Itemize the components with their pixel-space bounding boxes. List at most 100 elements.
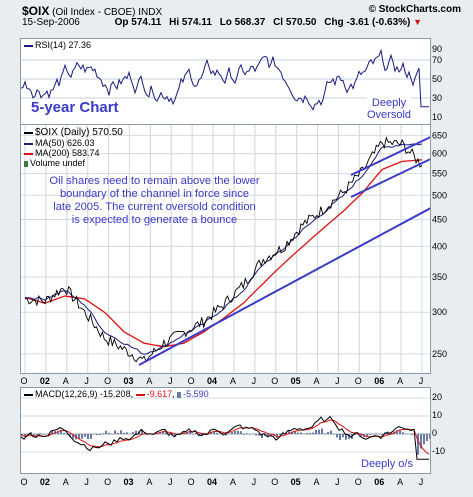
x-tick-label: A <box>397 376 403 386</box>
volume-label: Volume undef <box>24 158 123 168</box>
x-tick-label: O <box>104 477 111 487</box>
rsi-tick-10: 10 <box>432 112 442 122</box>
macd-panel: MACD(12,26,9) -15.208, -9.617, -5.590 De… <box>20 387 431 474</box>
brand: © StockCharts.com <box>368 4 461 15</box>
header-quote-line: 15-Sep-2006 Op 574.11 Hi 574.11 Lo 568.3… <box>22 17 422 28</box>
x-tick-label: 05 <box>291 376 301 386</box>
quote-date: 15-Sep-2006 <box>22 17 80 28</box>
macd-tick-10: 10 <box>432 410 442 420</box>
quote-low: Lo 568.37 <box>219 17 266 28</box>
rsi-tick-50: 50 <box>432 74 442 84</box>
rsi-panel: RSI(14) 27.36 5-year Chart Deeply Overso… <box>20 38 431 126</box>
macd-tick-0: 0 <box>432 428 437 438</box>
rsi-annotation-line2: Oversold <box>367 109 412 121</box>
price-tick-650: 650 <box>432 130 447 140</box>
price-series-label: $OIX (Daily) 570.50 <box>24 127 123 138</box>
x-tick-label: J <box>419 376 424 386</box>
x-tick-label: A <box>63 376 69 386</box>
x-tick-label: J <box>168 376 173 386</box>
x-tick-label: O <box>20 477 27 487</box>
x-tick-label: 03 <box>123 477 133 487</box>
commentary-line: is expected to generate a bounce <box>71 214 238 226</box>
x-tick-label: 02 <box>40 376 50 386</box>
rsi-tick-90: 90 <box>432 44 442 54</box>
x-tick-label: A <box>63 477 69 487</box>
macd-hist-value: -5.590 <box>183 389 209 399</box>
macd-label: MACD(12,26,9) -15.208, -9.617, -5.590 <box>24 389 209 399</box>
x-tick-label: A <box>397 477 403 487</box>
lower-trendline <box>138 207 430 366</box>
quote-close: Cl 570.50 <box>273 17 317 28</box>
quote-high: Hi 574.11 <box>169 17 212 28</box>
price-tick-250: 250 <box>432 349 447 359</box>
symbol: $OIX <box>22 4 50 18</box>
price-tick-300: 300 <box>432 307 447 317</box>
ma50-label: MA(50) 626.03 <box>24 138 123 148</box>
x-tick-label: J <box>335 477 340 487</box>
quote-change: Chg -3.61 (-0.63%) <box>324 17 411 28</box>
macd-chart <box>21 397 430 460</box>
x-tick-label: O <box>355 477 362 487</box>
x-tick-label: O <box>355 376 362 386</box>
index-name: (Oil Index - CBOE) INDX <box>52 7 163 18</box>
x-tick-label: O <box>271 376 278 386</box>
commentary: Oil shares need to remain above the lowe… <box>27 175 282 227</box>
x-tick-label: J <box>419 477 424 487</box>
x-tick-label: J <box>252 477 257 487</box>
x-tick-label: J <box>84 376 89 386</box>
x-tick-label: O <box>20 376 27 386</box>
price-panel: $OIX (Daily) 570.50 MA(50) 626.03 MA(200… <box>20 124 431 374</box>
x-tick-label: 04 <box>207 376 217 386</box>
x-tick-label: O <box>104 376 111 386</box>
macd-value: -15.208 <box>100 389 131 399</box>
macd-y-axis: 20 10 0 -10 <box>432 392 445 456</box>
x-tick-label: J <box>168 477 173 487</box>
rsi-label: RSI(14) 27.36 <box>24 40 91 50</box>
commentary-line: late 2005. The current oversold conditio… <box>53 201 256 213</box>
channel-upper-line <box>350 136 430 176</box>
rsi-chart <box>21 48 430 111</box>
x-tick-label: O <box>271 477 278 487</box>
x-tick-label: 06 <box>374 376 384 386</box>
channel-lower-line <box>350 158 430 198</box>
down-arrow-icon: ▼ <box>413 17 423 27</box>
x-tick-label: 04 <box>207 477 217 487</box>
commentary-line: Oil shares need to remain above the lowe… <box>49 175 260 187</box>
macd-signal-value: -9.617 <box>146 389 173 399</box>
x-tick-label: 05 <box>291 477 301 487</box>
price-tick-450: 450 <box>432 214 447 224</box>
x-tick-label: 06 <box>374 477 384 487</box>
price-legend: $OIX (Daily) 570.50 MA(50) 626.03 MA(200… <box>24 127 123 168</box>
price-chart <box>21 125 430 373</box>
header-symbol-line: $OIX (Oil Index - CBOE) INDX <box>22 4 162 18</box>
macd-annotation: Deeply o/s <box>361 458 413 470</box>
price-tick-500: 500 <box>432 190 447 200</box>
price-y-axis: 650 600 550 500 450 400 350 300 250 <box>432 130 447 359</box>
macd-tick-20: 20 <box>432 392 442 402</box>
price-tick-400: 400 <box>432 241 447 251</box>
x-axis: O 02 A J O 03 A J O 04 A J O 05 A J O 06 A J <box>20 376 424 386</box>
x-tick-label: 03 <box>123 376 133 386</box>
price-tick-550: 550 <box>432 169 447 179</box>
macd-tick-neg10: -10 <box>432 446 445 456</box>
x-axis-bottom: O 02 A J O 03 A J O 04 A J O 05 A J O 06 A J <box>20 477 424 487</box>
ma200-line <box>24 159 423 348</box>
rsi-tick-30: 30 <box>432 93 442 103</box>
x-tick-label: A <box>230 477 236 487</box>
price-tick-350: 350 <box>432 272 447 282</box>
x-tick-label: A <box>230 376 236 386</box>
x-tick-label: J <box>84 477 89 487</box>
price-tick-600: 600 <box>432 149 447 159</box>
rsi-y-axis: 90 70 50 30 10 <box>432 44 442 122</box>
price-line <box>24 135 423 363</box>
rsi-annotation-line1: Deeply <box>371 97 407 109</box>
rsi-tick-70: 70 <box>432 55 442 65</box>
x-tick-label: O <box>188 376 195 386</box>
x-tick-label: O <box>188 477 195 487</box>
x-tick-label: J <box>252 376 257 386</box>
ma200-label: MA(200) 583.74 <box>24 148 123 158</box>
x-tick-label: A <box>314 376 320 386</box>
quote-open: Op 574.11 <box>114 17 162 28</box>
x-tick-label: J <box>335 376 340 386</box>
x-tick-label: A <box>314 477 320 487</box>
